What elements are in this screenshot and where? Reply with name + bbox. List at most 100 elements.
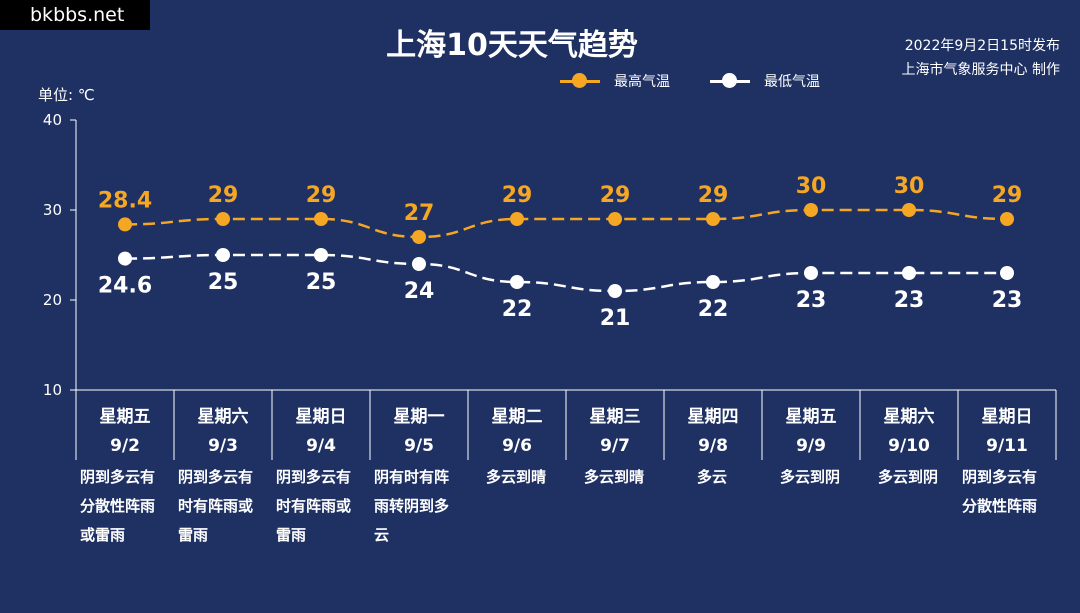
series-line-high	[124, 208, 1008, 239]
point-low	[804, 266, 818, 280]
x-weekday-label: 星期日	[982, 407, 1033, 427]
y-tick-label-40: 40	[43, 111, 62, 129]
legend-label-low: 最低气温	[764, 74, 820, 90]
data-label-high: 27	[404, 201, 435, 226]
data-label-low: 22	[698, 297, 729, 322]
point-high	[314, 212, 328, 226]
legend-item-high: 最高气温	[560, 70, 700, 92]
weather-condition-line: 多云到晴	[583, 468, 644, 486]
weather-condition: 多云	[664, 463, 760, 492]
x-weekday-label: 星期日	[296, 407, 347, 427]
x-weekday-label: 星期三	[590, 407, 641, 427]
data-label-high: 29	[208, 183, 239, 208]
legend-marker-low	[722, 73, 737, 88]
unit-label: 单位: ℃	[38, 86, 95, 104]
weather-condition: 多云到阴	[860, 463, 956, 492]
data-label-high: 29	[600, 183, 631, 208]
publisher: 上海市气象服务中心 制作	[901, 62, 1060, 78]
weather-condition-line: 或雷雨	[80, 526, 126, 544]
watermark: bkbbs.net	[0, 0, 150, 30]
weather-condition-line: 阴到多云有	[178, 468, 254, 486]
x-weekday-label: 星期五	[100, 407, 151, 427]
legend-item-low: 最低气温	[710, 70, 850, 92]
y-tick-label-20: 20	[43, 291, 62, 309]
data-label-low: 25	[208, 270, 239, 295]
x-date-label: 9/9	[796, 436, 826, 456]
weather-condition-line: 阴有时有阵	[374, 468, 450, 486]
weather-condition: 多云到阴	[762, 463, 858, 492]
point-low	[412, 257, 426, 271]
x-date-label: 9/4	[306, 436, 336, 456]
point-low	[608, 284, 622, 298]
x-date-label: 9/5	[404, 436, 434, 456]
point-low	[118, 251, 132, 266]
data-label-low: 21	[600, 306, 631, 331]
publish-info: 2022年9月2日15时发布 上海市气象服务中心 制作	[902, 34, 1060, 82]
weather-condition: 阴到多云有 分散性阵雨	[958, 463, 1058, 521]
weather-condition: 多云到晴	[468, 463, 564, 492]
x-date-label: 9/6	[502, 436, 532, 456]
data-label-low: 24	[404, 279, 435, 304]
point-high	[902, 203, 916, 217]
data-label-high: 29	[306, 183, 337, 208]
weather-condition: 阴到多云有时有阵雨或雷雨	[174, 463, 274, 550]
weather-condition-line: 多云到晴	[485, 468, 546, 486]
x-weekday-label: 星期五	[786, 407, 837, 427]
weather-condition-line: 多云	[696, 468, 727, 486]
data-label-high: 30	[796, 174, 827, 199]
data-label-low: 23	[992, 288, 1023, 313]
weather-condition-line: 时有阵雨或	[276, 497, 352, 515]
data-label-high: 30	[894, 174, 925, 199]
data-label-low: 25	[306, 270, 337, 295]
x-date-label: 9/10	[888, 436, 930, 456]
point-high	[412, 230, 426, 244]
point-high	[1000, 212, 1014, 226]
x-weekday-label: 星期一	[394, 407, 445, 427]
data-label-low: 23	[796, 288, 827, 313]
point-low	[1000, 266, 1014, 280]
data-label-high: 29	[992, 183, 1023, 208]
weather-condition: 阴到多云有 分散性阵雨 或雷雨	[76, 463, 176, 550]
point-low	[510, 275, 524, 289]
weather-condition-line: 时有阵雨或	[178, 497, 254, 515]
x-weekday-label: 星期二	[492, 407, 543, 427]
x-weekday-label: 星期四	[688, 407, 739, 427]
point-low	[216, 248, 230, 262]
publish-date: 2022年9月2日15时发布	[904, 38, 1060, 54]
weather-condition: 阴到多云有 时有阵雨或 雷雨	[272, 463, 372, 550]
weather-condition-line: 雷雨	[178, 526, 209, 544]
series-line-low	[124, 253, 1007, 293]
data-label-low: 23	[894, 288, 925, 313]
data-label-low: 24.6	[98, 274, 152, 299]
point-low	[314, 248, 328, 262]
point-high	[608, 212, 622, 226]
point-high	[216, 212, 230, 226]
data-label-high: 29	[502, 183, 533, 208]
data-label-high: 29	[698, 183, 729, 208]
weather-condition-line: 阴到多云有	[276, 468, 352, 486]
x-date-label: 9/8	[698, 436, 728, 456]
point-high	[510, 212, 524, 226]
x-date-label: 9/11	[986, 436, 1028, 456]
legend-marker-high	[572, 73, 587, 88]
point-low	[706, 275, 720, 289]
chart-title: 上海10天天气趋势	[386, 28, 638, 63]
y-tick-label-30: 30	[43, 201, 62, 219]
weather-condition-line: 雨转阴到多	[374, 497, 450, 515]
weather-condition-line: 阴到多云有	[80, 468, 156, 486]
x-weekday-label: 星期六	[884, 406, 935, 427]
weather-condition: 多云到晴	[566, 463, 662, 492]
point-low	[902, 266, 916, 280]
x-date-label: 9/2	[110, 436, 140, 456]
x-date-label: 9/3	[208, 436, 238, 456]
weather-condition-line: 多云到阴	[779, 468, 840, 486]
point-high	[706, 212, 720, 226]
weather-condition: 阴有时有阵雨转阴到多云	[370, 463, 470, 550]
x-weekday-label: 星期六	[198, 406, 249, 427]
legend-label-high: 最高气温	[614, 74, 670, 90]
weather-condition-line: 多云到阴	[877, 468, 938, 486]
weather-condition-line: 阴到多云有	[962, 468, 1038, 486]
point-high	[118, 217, 132, 232]
weather-condition-line: 云	[374, 526, 390, 544]
